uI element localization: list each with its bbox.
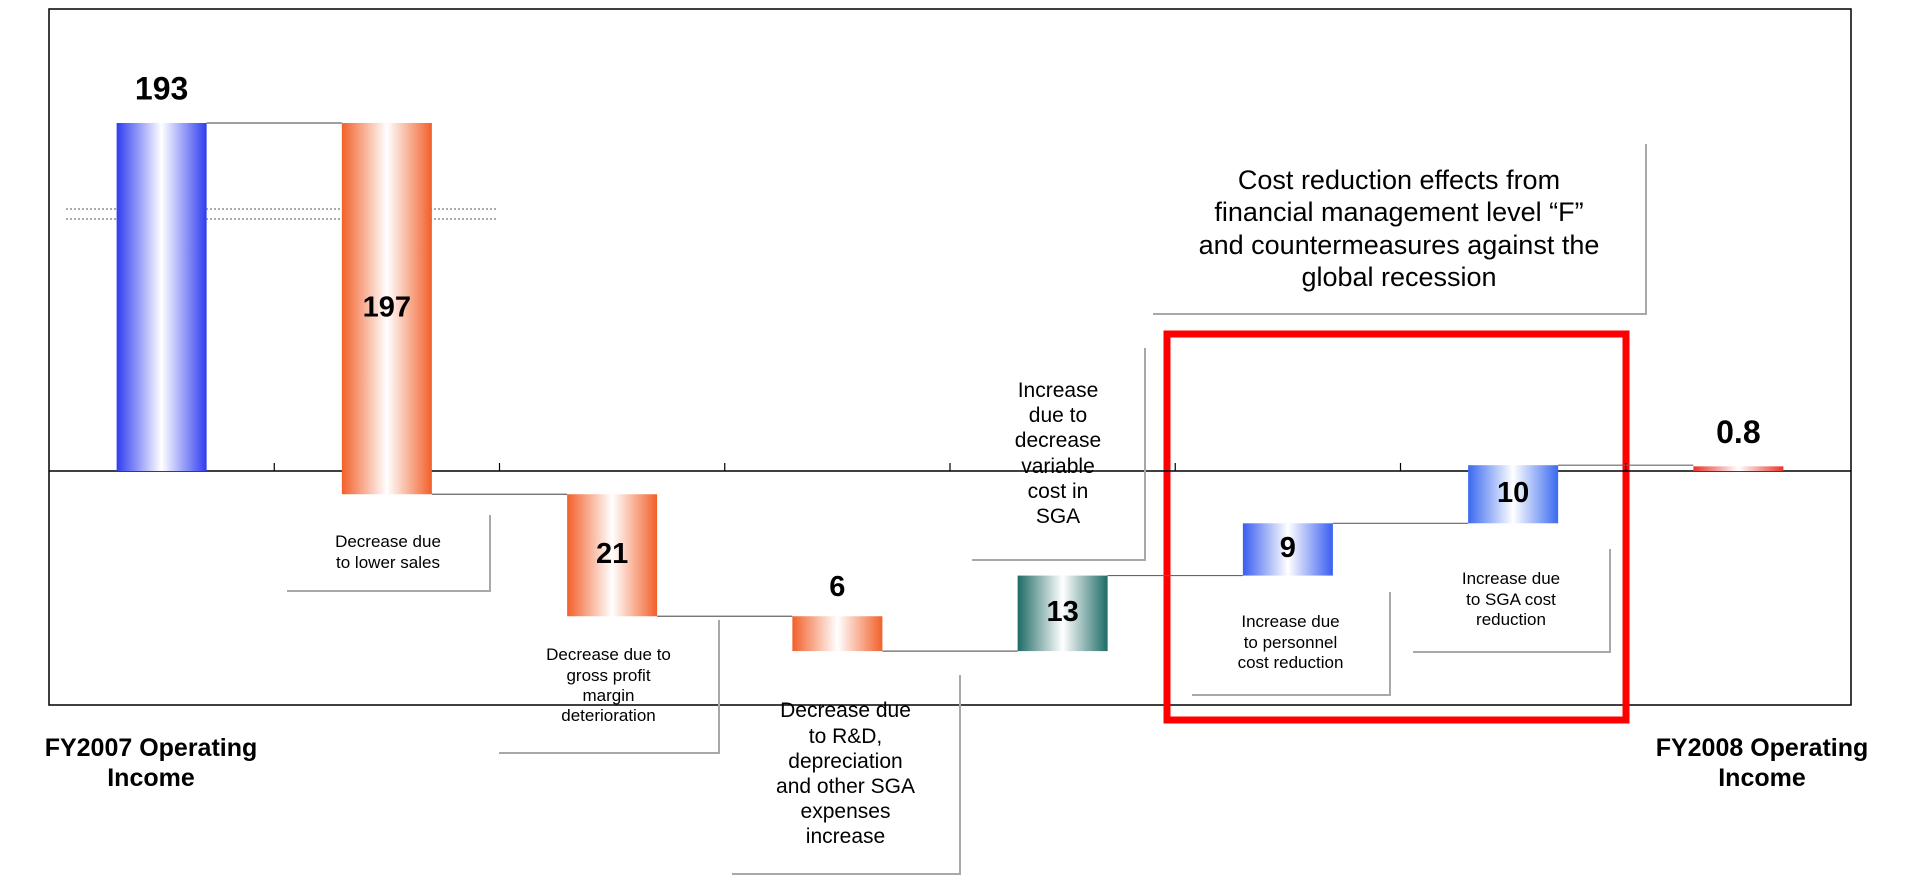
value-label: 197 (363, 291, 411, 323)
bar (1468, 465, 1559, 524)
bar (341, 122, 432, 495)
category-text: Decrease due to lower sales (335, 532, 441, 572)
value-label: 21 (596, 538, 628, 570)
value-label: 9 (1280, 532, 1296, 564)
category-label: FY2007 Operating Income (1, 728, 301, 798)
bar (1242, 523, 1333, 576)
category-label: Decrease due to gross profit margin dete… (499, 620, 720, 754)
value-label: 13 (1046, 596, 1078, 628)
bar (792, 616, 883, 652)
category-label: Decrease due to lower sales (287, 515, 491, 592)
bar (1693, 466, 1784, 471)
bar (567, 494, 658, 617)
category-label: Increase due to SGA cost reduction (1413, 549, 1611, 653)
annotation: Cost reduction effects from financial ma… (1153, 144, 1647, 315)
category-label: Increase due to personnel cost reduction (1192, 592, 1391, 696)
value-label: 6 (829, 571, 845, 603)
category-text: Decrease due to R&D, depreciation and ot… (776, 699, 915, 849)
category-text: Increase due to SGA cost reduction (1461, 569, 1561, 630)
category-text: Increase due to decrease variable cost i… (1014, 378, 1102, 528)
category-text: Increase due to personnel cost reduction (1237, 612, 1344, 673)
category-text: FY2007 Operating Income (44, 734, 258, 792)
category-label: Increase due to decrease variable cost i… (972, 348, 1146, 561)
value-label: 193 (135, 70, 188, 106)
bar (1017, 575, 1108, 652)
value-label: 10 (1497, 477, 1529, 509)
category-label: FY2008 Operating Income (1612, 728, 1912, 798)
plot-frame (48, 8, 1852, 706)
annotation-text: Cost reduction effects from financial ma… (1198, 164, 1600, 292)
category-text: Decrease due to gross profit margin dete… (546, 645, 671, 726)
category-label: Decrease due to R&D, depreciation and ot… (732, 675, 961, 875)
highlight-box (1163, 330, 1630, 724)
bar (116, 122, 207, 471)
category-text: FY2008 Operating Income (1655, 734, 1869, 792)
value-label: 0.8 (1716, 414, 1760, 450)
